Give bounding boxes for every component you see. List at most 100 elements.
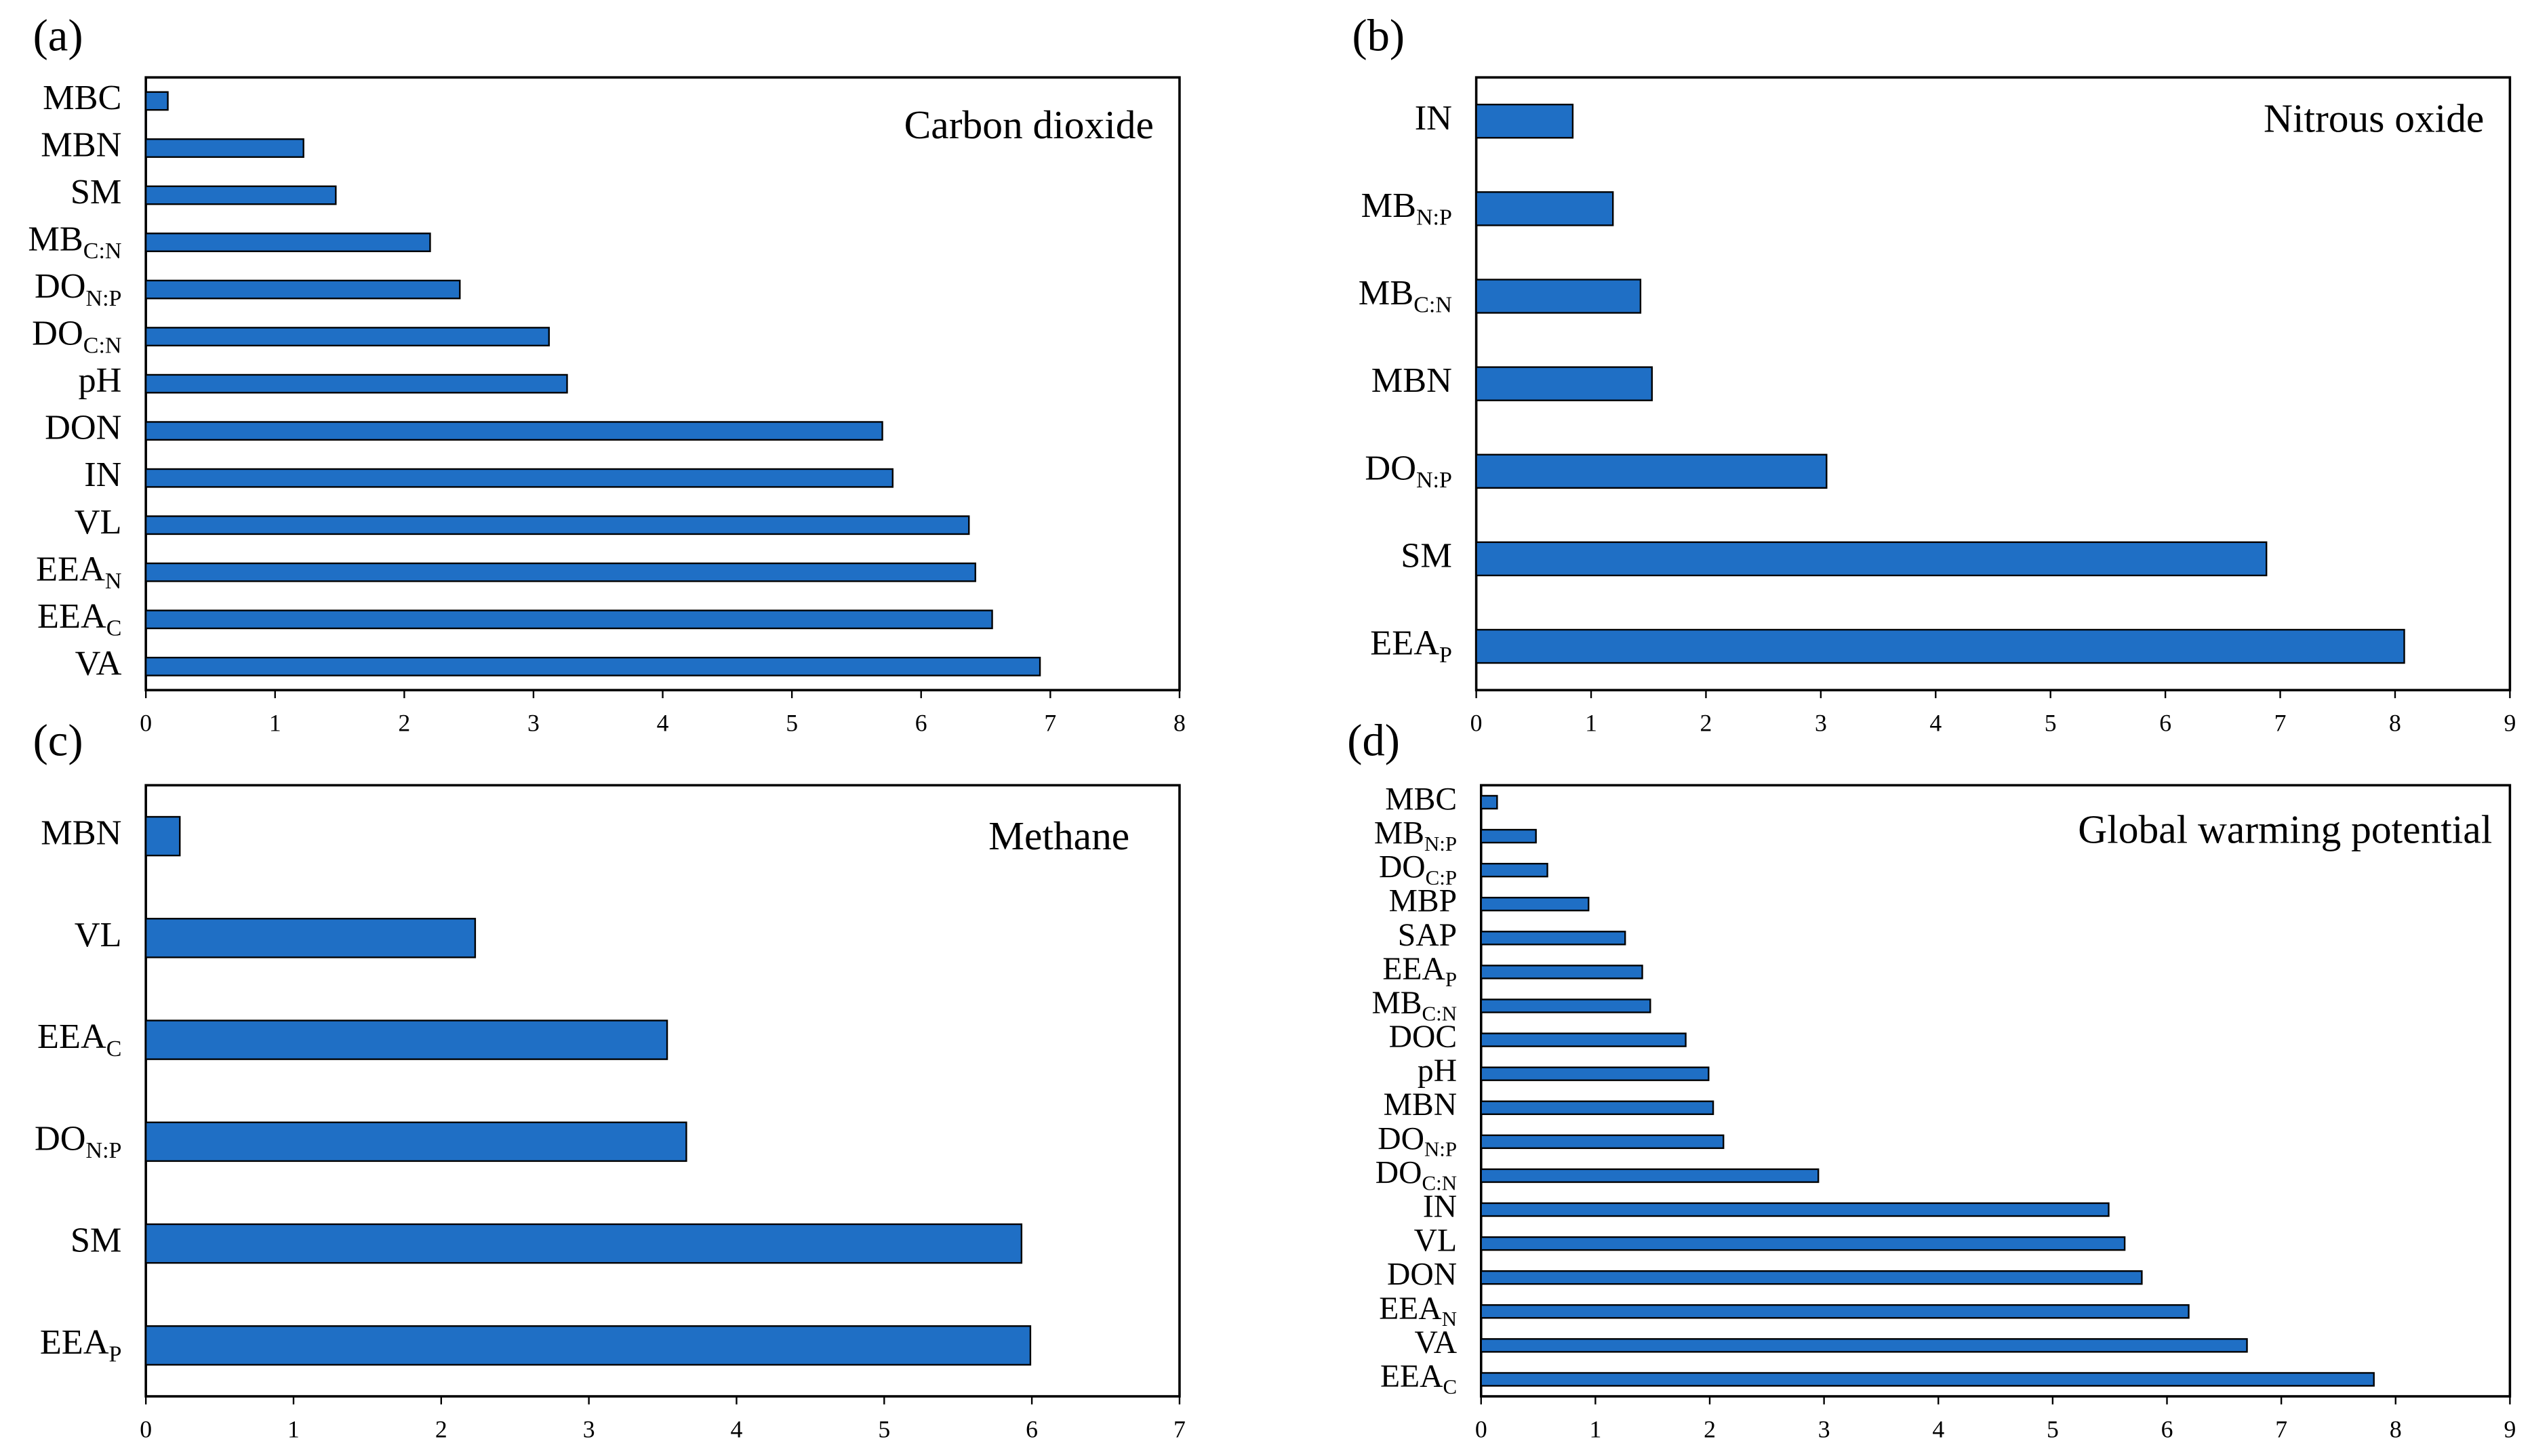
x-tick-label: 6 [2161,1416,2173,1443]
x-tick-label: 4 [1929,710,1942,737]
y-tick-label: EEAN [36,549,121,593]
label-main: DO [1365,448,1416,487]
y-tick-label: DON:P [1365,448,1452,492]
x-tick-label: 6 [915,710,927,737]
x-tick-label: 0 [140,710,152,737]
label-subscript: C:N [83,333,122,358]
x-tick-label: 1 [287,1416,300,1443]
x-tick-label: 1 [1589,1416,1601,1443]
bar [1480,1066,1710,1081]
bar [144,468,893,488]
bar [1480,1168,1820,1184]
bar [144,279,461,300]
x-tick-label: 2 [1704,1416,1716,1443]
y-tick-label: MBP [1389,884,1458,919]
bar [1475,453,1828,489]
y-tick-label: pH [1418,1053,1457,1089]
y-tick-label: DON:P [35,266,122,310]
label-main: EEA [36,549,105,588]
bar [1480,828,1537,844]
bar [1480,1304,2190,1319]
x-tick-label: 4 [731,1416,743,1443]
bar [144,327,550,347]
chart-title: Methane [988,813,1129,858]
y-tick-label: MBC:N [1371,986,1457,1025]
y-tick-label: EEAP [40,1322,122,1367]
bar [144,815,181,857]
bar [1480,931,1626,946]
label-subscript: N [105,569,122,594]
panel-label: (a) [33,12,83,61]
bar [144,515,970,535]
x-tick-label: 5 [2047,1416,2059,1443]
y-tick-label: SM [1401,535,1452,575]
label-main: DO [32,314,83,353]
x-tick-label: 1 [269,710,281,737]
x-tick-label: 3 [1815,710,1827,737]
x-tick-label: 0 [1470,710,1483,737]
label-main: EEA [1380,1359,1443,1394]
y-tick-label: DON [45,408,121,447]
bar [144,421,883,441]
x-tick-label: 7 [2275,1416,2287,1443]
y-tick-label: VA [75,643,122,683]
label-main: DO [1378,1121,1424,1156]
label-subscript: C:N [83,239,122,264]
y-tick-label: MBN:P [1361,186,1452,230]
x-tick-label: 3 [1818,1416,1830,1443]
label-main: EEA [37,596,106,636]
x-tick-label: 2 [1700,710,1712,737]
bar [1480,965,1643,979]
y-tick-label: VA [1414,1325,1457,1360]
y-tick-label: DON:P [35,1118,122,1162]
x-tick-label: 5 [2045,710,2057,737]
bar [144,1325,1032,1366]
y-tick-label: SM [71,1221,122,1260]
label-subscript: N:P [1424,1137,1457,1161]
label-main: EEA [1370,624,1439,663]
chart-title: Nitrous oxide [2264,96,2484,140]
x-tick-label: 2 [398,710,410,737]
label-main: MB [28,220,83,259]
label-subscript: N:P [1424,832,1457,855]
label-subscript: C [106,615,122,641]
y-tick-label: pH [79,361,122,400]
y-tick-label: EEAP [1370,624,1452,668]
y-tick-label: IN [84,455,121,494]
plot-frame [144,784,1181,1398]
x-tick-label: 4 [657,710,669,737]
label-subscript: C:P [1426,866,1457,889]
label-main: EEA [40,1322,109,1362]
panel-label: (b) [1352,12,1405,61]
label-subscript: C:N [1413,293,1452,318]
y-tick-label: DON [1387,1257,1457,1293]
label-main: DO [35,266,86,306]
label-subscript: C [106,1036,122,1061]
bar [144,232,431,252]
label-subscript: P [1445,967,1457,991]
y-tick-label: DOC:N [32,314,121,358]
label-subscript: C:N [1422,1001,1458,1025]
bar [144,562,976,582]
y-tick-label: SAP [1398,918,1457,953]
x-tick-label: 7 [1173,1416,1186,1443]
panel-label: (d) [1347,716,1400,765]
bar [1475,628,2405,664]
bar [1480,1134,1725,1150]
x-tick-label: 9 [2504,710,2516,737]
x-tick-label: 8 [1173,710,1186,737]
y-tick-label: EEAC [1380,1359,1457,1398]
label-subscript: C:N [1422,1171,1458,1195]
y-tick-label: MBC:N [28,220,121,264]
label-subscript: P [1439,643,1452,668]
label-main: EEA [37,1017,106,1056]
y-tick-label: EEAC [37,1017,121,1061]
x-tick-label: 2 [435,1416,447,1443]
label-subscript: C [1443,1375,1457,1398]
label-main: DO [35,1118,86,1158]
x-tick-label: 3 [583,1416,595,1443]
y-tick-label: MBC [1385,782,1457,817]
bar [144,1223,1023,1264]
x-tick-label: 7 [2274,710,2287,737]
